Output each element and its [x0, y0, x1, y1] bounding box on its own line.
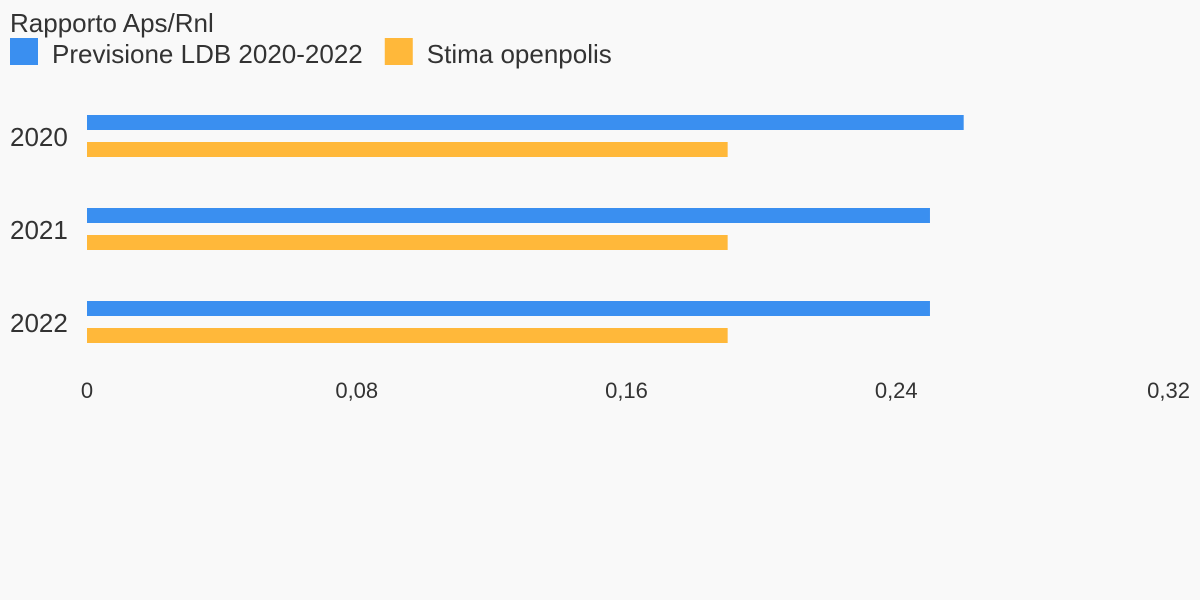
- bar-2021-series-2: [87, 235, 728, 250]
- legend-label-2: Stima openpolis: [427, 39, 612, 69]
- plot-area: 2020 2021 2022: [10, 115, 964, 343]
- x-tick-label-2: 0,08: [335, 378, 378, 403]
- legend-swatch-1: [10, 38, 38, 65]
- legend-swatch-2: [384, 38, 413, 65]
- x-tick-label-1: 0: [81, 378, 93, 403]
- bar-2022-series-2: [87, 328, 728, 343]
- bar-2020-series-2: [87, 142, 728, 157]
- bar-2020-series-1: [87, 115, 964, 130]
- bar-2022-series-1: [87, 301, 930, 316]
- bar-2021-series-1: [87, 208, 930, 223]
- x-tick-label-5: 0,32: [1147, 378, 1190, 403]
- legend-label-1: Previsione LDB 2020-2022: [52, 39, 363, 69]
- legend: Previsione LDB 2020-2022 Stima openpolis: [10, 38, 612, 69]
- category-label-2022: 2022: [10, 308, 68, 338]
- x-tick-label-3: 0,16: [605, 378, 648, 403]
- category-label-2021: 2021: [10, 215, 68, 245]
- x-axis: 0 0,08 0,16 0,24 0,32: [81, 378, 1190, 403]
- chart-title: Rapporto Aps/Rnl: [10, 8, 214, 38]
- x-tick-label-4: 0,24: [875, 378, 918, 403]
- category-label-2020: 2020: [10, 122, 68, 152]
